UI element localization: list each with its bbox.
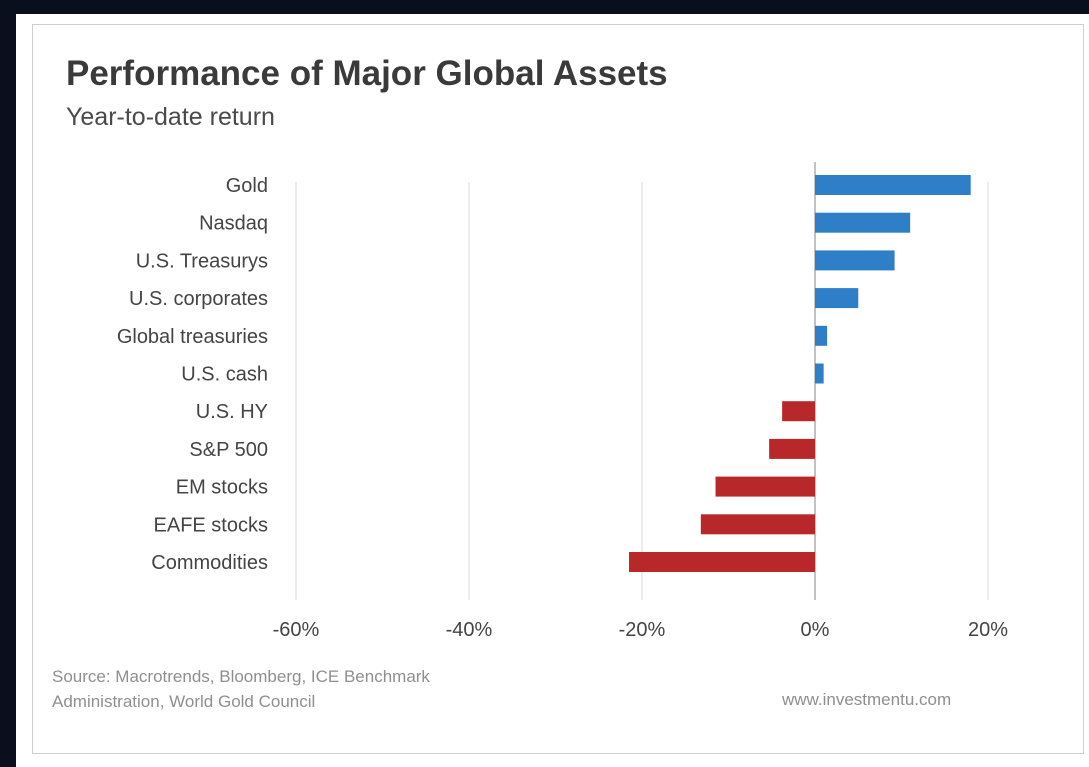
website-credit: www.investmentu.com [782, 690, 952, 709]
chart-card [32, 24, 1084, 754]
bar [815, 175, 971, 195]
category-label: U.S. Treasurys [136, 250, 268, 272]
bar [815, 363, 824, 384]
source-line-2: Administration, World Gold Council [52, 692, 316, 711]
category-label: U.S. cash [181, 364, 268, 386]
category-label: Global treasuries [117, 326, 268, 348]
bars [629, 175, 971, 572]
x-tick-label: 20% [968, 619, 1008, 641]
bar [782, 401, 815, 422]
source-note: Source: Macrotrends, Bloomberg, ICE Benc… [52, 664, 430, 714]
category-label: Nasdaq [199, 213, 268, 235]
bar [815, 288, 859, 309]
bar [700, 514, 815, 535]
category-label: Gold [226, 175, 268, 197]
x-tick-label: -40% [446, 619, 493, 641]
category-label: EAFE stocks [154, 514, 268, 536]
bar [815, 250, 895, 271]
category-label: U.S. HY [196, 401, 268, 423]
category-label: U.S. corporates [129, 288, 268, 310]
bar [715, 476, 815, 497]
chart-subtitle: Year-to-date return [66, 103, 275, 131]
x-axis-ticks: -60% -40% -20% 0% 20% [273, 619, 1009, 641]
x-tick-label: 0% [801, 619, 830, 641]
bar [629, 552, 815, 572]
bar [769, 438, 815, 459]
bar [815, 325, 828, 346]
category-label: Commodities [151, 552, 268, 574]
category-label: S&P 500 [189, 439, 268, 461]
category-labels: Gold Nasdaq U.S. Treasurys U.S. corporates G… [117, 175, 268, 574]
category-label: EM stocks [176, 477, 268, 499]
chart-frame [16, 14, 1089, 767]
source-line-1: Source: Macrotrends, Bloomberg, ICE Benc… [52, 667, 430, 686]
chart-title: Performance of Major Global Assets [66, 54, 668, 93]
bar [815, 212, 911, 233]
x-tick-label: -20% [619, 619, 666, 641]
x-tick-label: -60% [273, 619, 320, 641]
